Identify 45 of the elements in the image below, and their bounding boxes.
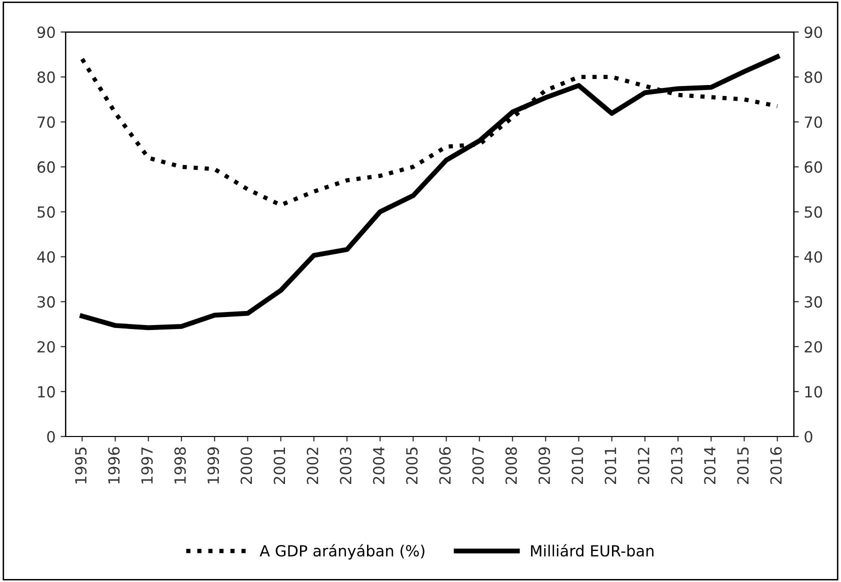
y-tick-label: 30: [38, 296, 55, 308]
x-tick-label: 1998: [174, 447, 186, 484]
y2-tick-label: 20: [804, 341, 822, 353]
y2-tick-label: 90: [804, 26, 822, 38]
x-tick-label: 2015: [737, 448, 749, 484]
y-tick-label: 20: [38, 341, 55, 353]
x-tick-label: 2010: [572, 447, 584, 484]
x-tick-label: 2008: [505, 447, 517, 484]
x-tick-label: 2016: [770, 447, 782, 484]
y2-tick-label: 60: [804, 161, 822, 173]
y-tick-label: 80: [37, 71, 55, 83]
y-tick-label: 90: [37, 26, 55, 38]
x-tick-label: 2012: [638, 448, 650, 484]
x-tick-label: 2002: [306, 448, 318, 484]
line-series: [80, 54, 780, 330]
x-tick-label: 1999: [207, 447, 220, 484]
y2-tick-label: 50: [804, 206, 822, 218]
legend-label: A GDP arányában (%): [260, 544, 424, 560]
x-tick-label: 2004: [372, 447, 385, 484]
y2-tick-label: 70: [804, 116, 822, 128]
y-tick-label: 70: [38, 116, 55, 128]
y2-tick-label: 0: [804, 430, 812, 443]
y2-tick-label: 30: [804, 296, 822, 308]
y2-tick-label: 10: [805, 386, 822, 398]
y2-tick-label: 80: [804, 71, 822, 83]
x-tick-label: 2007: [472, 448, 484, 484]
y-tick-label: 50: [38, 206, 55, 218]
y-tick-label: 10: [38, 386, 55, 398]
x-tick-label: 1997: [141, 448, 153, 484]
x-tick-label: 2011: [604, 448, 616, 484]
y2-tick-label: 40: [804, 251, 822, 263]
x-tick-label: 2013: [670, 447, 682, 484]
x-tick-label: 2014: [704, 447, 716, 484]
x-tick-label: 2006: [439, 447, 451, 484]
x-tick-label: 2001: [274, 448, 286, 484]
y-tick-label: 60: [38, 161, 55, 173]
y-tick-label: 0: [47, 430, 55, 443]
y-tick-label: 40: [37, 251, 55, 263]
x-tick-label: 2005: [406, 448, 418, 484]
x-tick-label: 2003: [340, 447, 352, 484]
x-tick-label: 2000: [240, 447, 252, 484]
x-tick-label: 2009: [538, 447, 550, 484]
x-tick-label: 1995: [75, 448, 87, 484]
legend-label: Milliárd EUR-ban: [531, 544, 654, 557]
x-tick-label: 1996: [108, 447, 120, 484]
